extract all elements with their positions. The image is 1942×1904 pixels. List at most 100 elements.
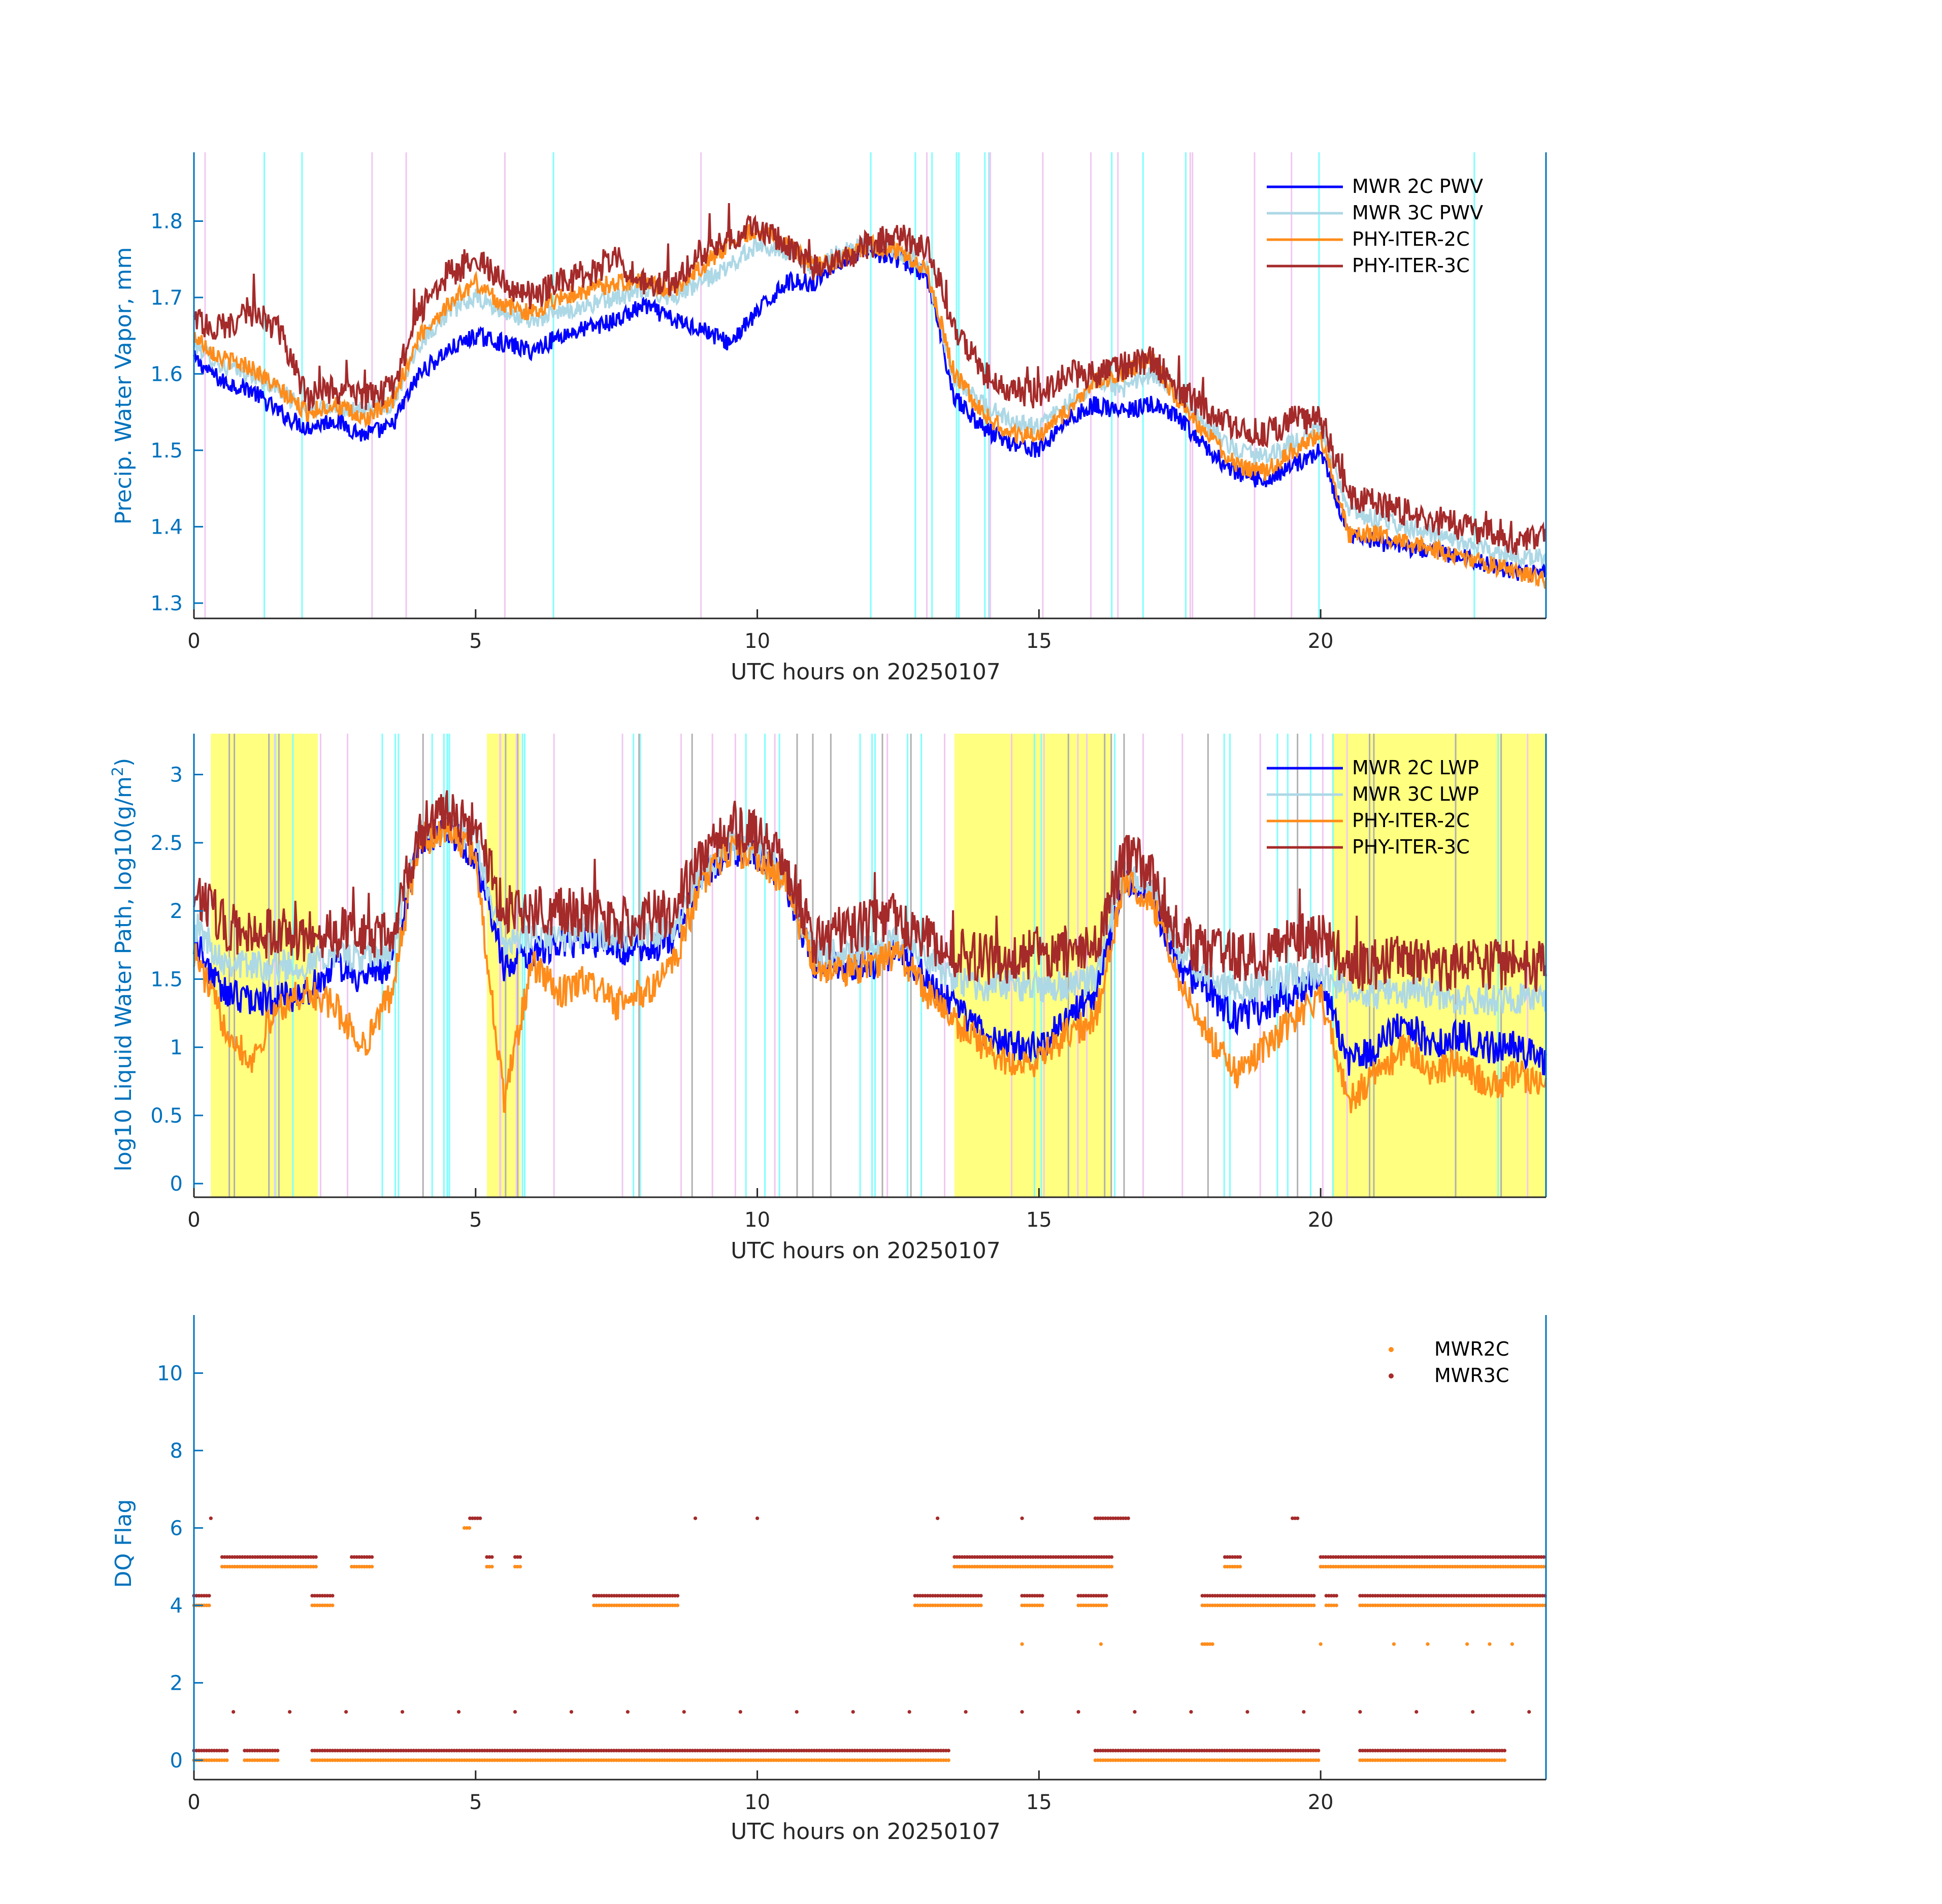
dq-point — [238, 1555, 242, 1559]
dq-point — [447, 1758, 451, 1762]
dq-point — [366, 1749, 370, 1753]
lwp-y-tick-label: 2 — [170, 900, 183, 923]
dq-point — [1423, 1565, 1427, 1569]
dq-point — [397, 1758, 401, 1762]
dq-point — [1523, 1603, 1527, 1607]
dq-point — [921, 1758, 925, 1762]
dq-point — [723, 1758, 728, 1762]
dq-point — [1081, 1594, 1085, 1598]
dq-point — [970, 1555, 974, 1559]
dq-point — [1092, 1603, 1096, 1607]
dq-point — [802, 1749, 806, 1753]
dq-point — [476, 1516, 480, 1520]
dq-point — [738, 1710, 742, 1714]
dq-point — [645, 1603, 649, 1607]
dq-point — [911, 1758, 915, 1762]
dq-point — [1395, 1565, 1399, 1569]
dq-point — [1514, 1565, 1518, 1569]
dq-point — [1264, 1603, 1268, 1607]
dq-point — [600, 1594, 604, 1598]
dq-point — [933, 1603, 937, 1607]
dq-point — [1094, 1594, 1098, 1598]
dq-point — [1292, 1594, 1296, 1598]
dq-point — [1376, 1603, 1380, 1607]
dq-point — [1230, 1555, 1235, 1559]
dq-point — [1129, 1758, 1133, 1762]
dq-point — [1309, 1758, 1313, 1762]
dq-point — [1457, 1749, 1461, 1753]
dq-point — [1415, 1565, 1419, 1569]
dq-point — [865, 1758, 870, 1762]
dq-point — [1384, 1758, 1388, 1762]
dq-point — [915, 1594, 919, 1598]
dq-point — [1511, 1565, 1516, 1569]
dq-point — [355, 1555, 359, 1559]
dq-point — [1417, 1758, 1421, 1762]
dq-point — [536, 1749, 540, 1753]
dq-point — [480, 1758, 484, 1762]
dq-point — [1420, 1565, 1424, 1569]
dq-point — [635, 1594, 639, 1598]
dq-point — [1210, 1603, 1214, 1607]
dq-point — [586, 1758, 590, 1762]
dq-point — [508, 1749, 512, 1753]
dq-point — [313, 1758, 317, 1762]
dq-point — [442, 1758, 446, 1762]
dq-point — [928, 1603, 932, 1607]
dq-point — [361, 1749, 365, 1753]
dq-point — [1250, 1758, 1255, 1762]
dq-point — [1030, 1603, 1034, 1607]
dq-point — [1437, 1758, 1441, 1762]
dq-point — [637, 1758, 641, 1762]
dq-point — [200, 1749, 204, 1753]
dq-point — [1238, 1749, 1242, 1753]
dq-point — [1520, 1594, 1524, 1598]
dq-point — [825, 1758, 829, 1762]
dq-point — [1059, 1565, 1063, 1569]
dq-point — [1469, 1758, 1474, 1762]
dq-point — [1392, 1642, 1396, 1646]
dq-point — [731, 1758, 735, 1762]
dq-point — [472, 1758, 477, 1762]
dq-point — [1215, 1603, 1220, 1607]
dq-x-tick-label: 15 — [1026, 1791, 1052, 1814]
dq-point — [1359, 1555, 1363, 1559]
dq-point — [1368, 1594, 1372, 1598]
dq-point — [1228, 1758, 1232, 1762]
dq-point — [1203, 1603, 1207, 1607]
dq-point — [1319, 1565, 1323, 1569]
dq-point — [314, 1565, 318, 1569]
dq-point — [721, 1749, 725, 1753]
dq-point — [1321, 1565, 1325, 1569]
dq-point — [693, 1516, 698, 1520]
dq-point — [1534, 1555, 1538, 1559]
dq-point — [538, 1749, 542, 1753]
dq-point — [1381, 1594, 1385, 1598]
dq-point — [1432, 1603, 1436, 1607]
dq-point — [363, 1565, 367, 1569]
dq-point — [456, 1710, 461, 1714]
dq-point — [341, 1749, 345, 1753]
dq-point — [1361, 1749, 1365, 1753]
dq-point — [1312, 1603, 1316, 1607]
dq-point — [1289, 1594, 1293, 1598]
dq-point — [963, 1555, 967, 1559]
dq-point — [1529, 1555, 1533, 1559]
dq-point — [1067, 1555, 1071, 1559]
dq-point — [658, 1603, 662, 1607]
dq-point — [222, 1758, 226, 1762]
dq-point — [908, 1758, 912, 1762]
dq-point — [660, 1749, 664, 1753]
dq-point — [1414, 1749, 1418, 1753]
dq-point — [348, 1758, 352, 1762]
dq-point — [1443, 1565, 1447, 1569]
dq-point — [708, 1749, 712, 1753]
dq-point — [404, 1758, 408, 1762]
dq-point — [574, 1758, 578, 1762]
dq-point — [283, 1565, 287, 1569]
dq-point — [1107, 1565, 1111, 1569]
dq-point — [1023, 1594, 1027, 1598]
dq-point — [1518, 1594, 1522, 1598]
dq-point — [1411, 1749, 1416, 1753]
